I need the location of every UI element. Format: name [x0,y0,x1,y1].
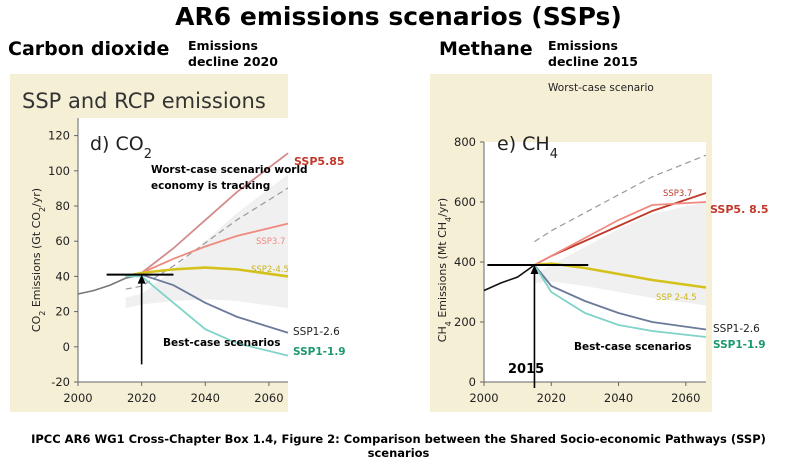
annotation-worst-case-line1: Worst-case scenario world [151,164,308,176]
series-label-ssp5-8-5: SSP5. 8.5 [710,203,769,216]
co2-heading: Carbon dioxide [8,38,170,60]
upper-bound-dashed-line [125,187,289,290]
marker-arrowhead [137,274,146,284]
upper-bound-dashed-line [534,154,707,243]
series-line-ssp1-1-9 [533,264,707,338]
x-tick-label: 2060 [671,391,700,405]
x-tick-label: 2040 [191,391,220,405]
x-tick-label: 2060 [254,391,283,405]
panel-label: d) CO2 [90,133,152,162]
y-tick-label: 20 [55,305,70,319]
co2-note-line1: Emissions [188,38,258,53]
annotation-worst-case-line2: economy is tracking [151,180,270,192]
y-axis-label: CO2 Emissions (Gt CO2/yr) [30,188,47,332]
y-tick-label: 600 [454,195,476,209]
y-tick-label: 400 [454,255,476,269]
y-tick-label: 0 [63,340,70,354]
panel-label: e) CH4 [497,133,558,162]
series-line-ssp3-7 [534,201,707,266]
x-tick-label: 2020 [537,391,566,405]
series-label-ssp5-85: SSP5.85 [294,155,345,168]
series-line-ssp2-4-5 [125,266,289,278]
methane-heading: Methane [439,38,533,60]
x-tick-label: 2020 [127,391,156,405]
series-label-ssp-2-4-5: SSP 2-4.5 [656,293,697,303]
series-line-ssp1-1-9 [125,275,289,357]
series-line-ssp-2-4-5 [534,262,707,289]
series-label-ssp2-4-5: SSP2-4.5 [251,265,289,275]
y-tick-label: 120 [48,129,70,143]
annotation-year: 2015 [508,362,544,377]
co2-banner: SSP and RCP emissions [22,89,266,113]
series-label-ssp1-1-9: SSP1-1.9 [293,346,346,358]
uncertainty-shading [534,202,706,306]
series-label-ssp1-2-6: SSP1-2.6 [293,326,340,338]
y-tick-label: 80 [55,199,70,213]
annotation-best-case: Best-case scenarios [163,337,280,349]
marker-arrowhead [530,265,539,274]
y-axis-label: CH4 Emissions (Mt CH4/yr) [436,198,453,342]
y-tick-label: -20 [51,375,70,389]
annotation-best-case: Best-case scenarios [574,341,691,353]
series-label-ssp1-2-6: SSP1-2.6 [713,323,760,335]
x-tick-label: 2000 [63,391,92,405]
y-tick-label: 60 [55,234,70,248]
x-tick-label: 2000 [469,391,498,405]
methane-banner: Worst-case scenario [548,82,654,94]
y-tick-label: 0 [469,375,476,389]
main-title: AR6 emissions scenarios (SSPs) [175,2,622,31]
series-label-ssp3-7: SSP3.7 [256,237,285,247]
historical-line [483,264,535,292]
methane-note-line1: Emissions [548,38,618,53]
y-tick-label: 200 [454,315,476,329]
series-label-ssp1-1-9: SSP1-1.9 [713,339,766,351]
y-tick-label: 100 [48,164,70,178]
y-tick-label: 40 [55,269,70,283]
figure-caption: IPCC AR6 WG1 Cross-Chapter Box 1.4, Figu… [31,432,766,460]
series-label-ssp3-7: SSP3.7 [663,189,692,199]
y-tick-label: 800 [454,135,476,149]
methane-note-line2: decline 2015 [548,54,638,69]
series-line-ssp1-2-6 [533,264,707,331]
x-tick-label: 2040 [604,391,633,405]
co2-note-line2: decline 2020 [188,54,278,69]
